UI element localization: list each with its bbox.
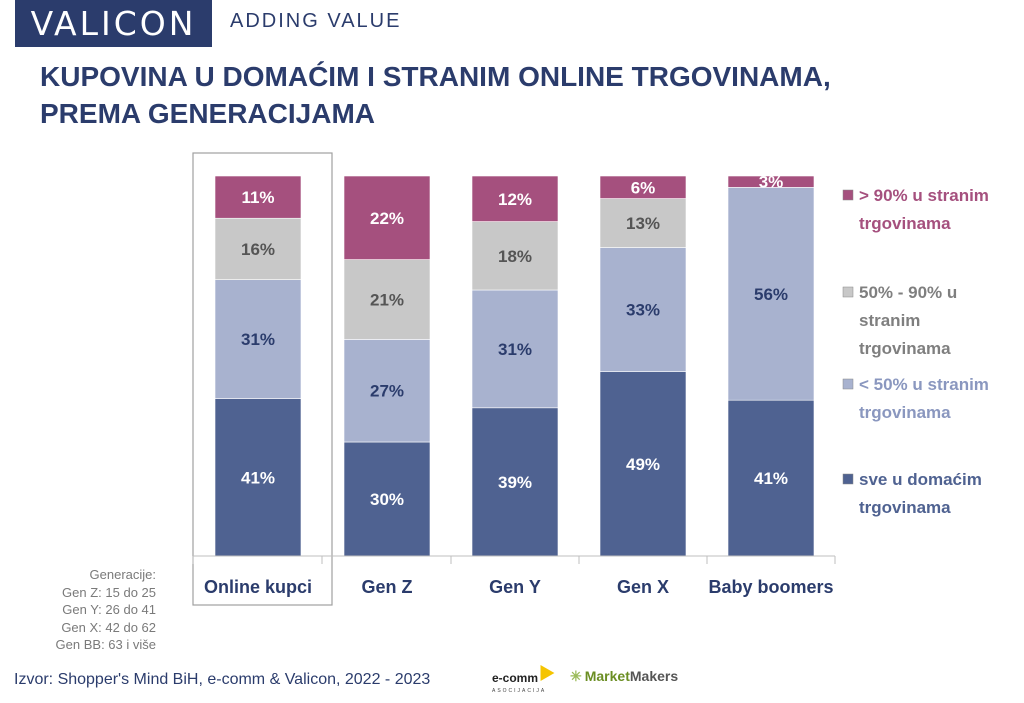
data-label: 41% bbox=[241, 468, 275, 487]
category-label: Gen Z bbox=[361, 577, 412, 597]
legend-label: trgovinama bbox=[859, 403, 951, 422]
marketmakers-text-a: Market bbox=[584, 668, 630, 684]
bar-segment bbox=[599, 247, 687, 372]
category-label: Gen Y bbox=[489, 577, 541, 597]
title-line-1: KUPOVINA U DOMAĆIM I STRANIM ONLINE TRGO… bbox=[40, 61, 831, 92]
legend-label: > 90% u stranim bbox=[859, 186, 989, 205]
bar-segment bbox=[599, 371, 687, 557]
bar-segment bbox=[727, 187, 815, 401]
tagline: ADDING VALUE bbox=[230, 10, 402, 32]
category-label: Online kupci bbox=[204, 577, 312, 597]
generation-line: Gen Y: 26 do 41 bbox=[62, 602, 156, 617]
bar-segment bbox=[214, 175, 302, 219]
data-label: 16% bbox=[241, 240, 275, 259]
data-label: 21% bbox=[370, 291, 404, 310]
marketmakers-text-b: Makers bbox=[629, 668, 679, 684]
bar-segment bbox=[343, 175, 431, 260]
category-label: Baby boomers bbox=[708, 577, 833, 597]
data-label: 27% bbox=[370, 382, 404, 401]
bar-segment bbox=[727, 399, 815, 557]
valicon-logo: VALICON bbox=[15, 0, 212, 47]
data-label: 3% bbox=[759, 173, 784, 192]
marketmakers-star-icon: ✳ bbox=[570, 668, 582, 684]
ecomm-logo-text: e-comm bbox=[492, 671, 539, 685]
generation-line: Gen X: 42 do 62 bbox=[61, 619, 156, 635]
data-label: 6% bbox=[631, 178, 656, 197]
title-line-2: PREMA GENERACIJAMA bbox=[40, 98, 375, 129]
legend-label: < 50% u stranim bbox=[859, 375, 989, 394]
marketmakers-logo: ✳ MarketMakers bbox=[570, 668, 678, 685]
bar-segment bbox=[599, 175, 687, 199]
legend-swatch bbox=[842, 378, 854, 390]
data-label: 49% bbox=[626, 455, 660, 474]
data-label: 11% bbox=[241, 188, 274, 207]
legend-swatch bbox=[842, 286, 854, 298]
data-label: 12% bbox=[498, 190, 532, 209]
data-label: 41% bbox=[754, 469, 788, 488]
data-label: 13% bbox=[626, 214, 660, 233]
data-label: 22% bbox=[370, 209, 404, 228]
legend-label: trgovinama bbox=[859, 214, 951, 233]
chart-title: KUPOVINA U DOMAĆIM I STRANIM ONLINE TRGO… bbox=[40, 58, 831, 132]
bar-segment bbox=[471, 289, 559, 409]
generations-notes: Generacije: Gen Z: 15 do 25 Gen Y: 26 do… bbox=[56, 566, 156, 654]
legend-label: 50% - 90% u bbox=[859, 283, 957, 302]
legend-swatch bbox=[842, 189, 854, 201]
legend-label: stranim bbox=[859, 311, 920, 330]
generation-line: Gen Z: 15 do 25 bbox=[62, 584, 156, 600]
bar-segment bbox=[214, 398, 302, 557]
bar-segment bbox=[727, 175, 815, 188]
bar-segment bbox=[214, 279, 302, 399]
data-label: 39% bbox=[498, 473, 532, 492]
generation-line: Gen BB: 63 i više bbox=[55, 637, 156, 652]
legend-label: sve u domaćim bbox=[859, 470, 982, 489]
ecomm-logo: e-comm ASOCIJACIJA bbox=[492, 660, 562, 698]
bar-segment bbox=[471, 175, 559, 222]
ecomm-logo-subtext: ASOCIJACIJA bbox=[492, 688, 547, 694]
bar-segment bbox=[214, 217, 302, 280]
data-label: 33% bbox=[626, 301, 660, 320]
bar-segment bbox=[343, 259, 431, 340]
generations-heading: Generacije: bbox=[89, 567, 156, 582]
data-label: 18% bbox=[498, 247, 532, 266]
highlight-frame bbox=[192, 152, 333, 606]
bar-segment bbox=[599, 198, 687, 248]
category-label: Gen X bbox=[617, 577, 669, 597]
data-label: 31% bbox=[241, 330, 275, 349]
bar-segment bbox=[471, 221, 559, 291]
legend-label: trgovinama bbox=[859, 339, 951, 358]
source-note: Izvor: Shopper's Mind BiH, e-comm & Vali… bbox=[14, 671, 431, 688]
data-label: 31% bbox=[498, 340, 532, 359]
data-label: 30% bbox=[370, 490, 404, 509]
legend-swatch bbox=[842, 473, 854, 485]
legend-label: trgovinama bbox=[859, 498, 951, 517]
data-label: 56% bbox=[754, 285, 788, 304]
